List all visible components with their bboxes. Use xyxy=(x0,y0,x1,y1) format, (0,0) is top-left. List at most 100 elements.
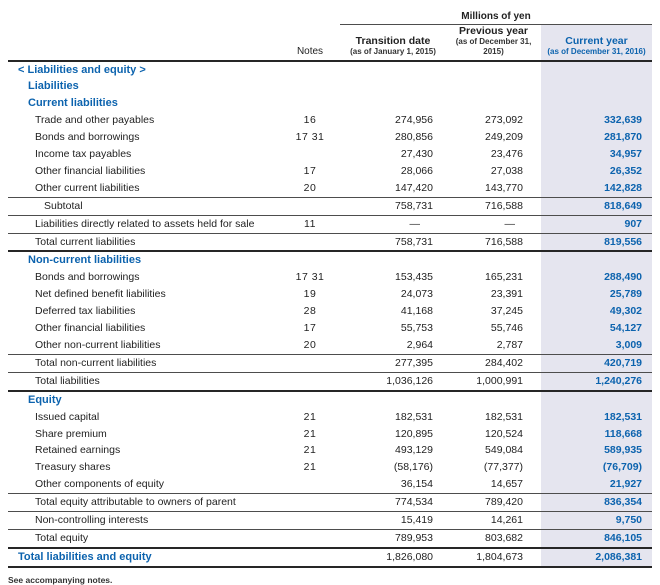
row-previous-value: 1,000,991 xyxy=(446,371,541,391)
row-current-value: 281,870 xyxy=(541,129,653,147)
row-previous-value: (77,377) xyxy=(483,461,523,474)
row-current-value: 1,240,276 xyxy=(541,371,653,391)
row-previous-value xyxy=(446,95,541,112)
row-label: Treasury shares xyxy=(35,461,111,474)
row-notes xyxy=(280,353,340,373)
row-current-value xyxy=(541,95,653,113)
footnote: See accompanying notes. xyxy=(8,574,113,585)
row-previous-value: 165,231 xyxy=(485,271,523,284)
row-transition-value xyxy=(340,78,446,95)
row-notes xyxy=(280,511,340,530)
row-previous-value: 23,391 xyxy=(490,288,523,301)
units-row: Millions of yen xyxy=(8,6,653,25)
row-notes xyxy=(280,389,340,409)
row-label: Non-current liabilities xyxy=(8,250,280,270)
table-row: Deferred tax liabilities 28 41,168 37,24… xyxy=(8,303,653,321)
row-previous-value xyxy=(446,389,541,409)
row-transition-value: 789,953 xyxy=(340,528,446,548)
row-notes xyxy=(280,250,340,270)
row-current-value: 907 xyxy=(541,214,653,234)
row-transition-value xyxy=(340,95,446,112)
row-notes: 20 xyxy=(303,181,317,194)
table-row: Share premium 21 120,895 120,524 118,668 xyxy=(8,425,653,443)
row-label: Retained earnings xyxy=(35,444,121,457)
row-transition-value xyxy=(340,61,446,79)
table-row: Total equity attributable to owners of p… xyxy=(8,493,653,512)
row-current-value xyxy=(541,60,653,79)
row-label: Income tax payables xyxy=(35,148,132,161)
table-row: Subtotal 758,731 716,588 818,649 xyxy=(8,196,653,216)
row-notes xyxy=(280,528,340,548)
table-row: Other financial liabilities 17 55,753 55… xyxy=(8,320,653,337)
row-label: Equity xyxy=(8,389,280,409)
row-notes: 19 xyxy=(303,288,317,301)
header-spacer xyxy=(8,6,340,24)
table-row: Current liabilities xyxy=(8,95,653,113)
table-row: Total equity 789,953 803,682 846,105 xyxy=(8,528,653,548)
row-notes: 21 xyxy=(303,427,317,440)
row-label: < Liabilities and equity > xyxy=(18,63,146,76)
row-previous-value: 549,084 xyxy=(485,444,523,457)
row-label: Total equity xyxy=(8,528,280,548)
row-label: Other non-current liabilities xyxy=(35,339,161,351)
row-notes: 17 xyxy=(303,322,317,335)
table-row: Total liabilities 1,036,126 1,000,991 1,… xyxy=(8,371,653,391)
row-label: Total liabilities and equity xyxy=(8,546,280,568)
column-title: Previous year xyxy=(459,24,528,37)
column-header-current-year: Current year (as of December 31, 2016) xyxy=(541,24,653,62)
row-transition-value: 147,420 xyxy=(395,181,433,194)
row-current-value: 589,935 xyxy=(541,442,653,460)
row-current-value: 846,105 xyxy=(541,528,653,548)
table-body: < Liabilities and equity > Liabilities C… xyxy=(8,60,653,568)
table-row: Liabilities xyxy=(8,78,653,96)
table-header: Millions of yen Notes Transition date (a… xyxy=(8,6,653,62)
row-previous-value: 1,804,673 xyxy=(446,546,541,568)
table-row: Net defined benefit liabilities 19 24,07… xyxy=(8,286,653,304)
row-notes: 16 xyxy=(303,114,317,127)
table-row: < Liabilities and equity > xyxy=(8,60,653,79)
row-notes: 21 xyxy=(303,461,317,474)
row-current-value: 25,789 xyxy=(541,286,653,304)
row-notes xyxy=(280,546,340,568)
row-current-value: 118,668 xyxy=(541,425,653,443)
row-previous-value: 249,209 xyxy=(485,131,523,144)
row-label: Other financial liabilities xyxy=(35,322,146,335)
row-transition-value: 24,073 xyxy=(400,288,433,301)
row-transition-value xyxy=(340,389,446,409)
table-row: Treasury shares 21 (58,176) (77,377) (76… xyxy=(8,459,653,477)
row-label: Net defined benefit liabilities xyxy=(35,288,166,301)
table-row: Liabilities directly related to assets h… xyxy=(8,214,653,234)
row-label: Total current liabilities xyxy=(8,232,280,252)
column-header-notes: Notes xyxy=(280,24,340,62)
row-current-value: 2,086,381 xyxy=(541,546,653,568)
row-transition-value: 493,129 xyxy=(395,444,433,457)
row-notes: 28 xyxy=(303,305,317,318)
row-notes: 17 31 xyxy=(295,131,325,144)
row-label: Subtotal xyxy=(8,196,280,216)
row-current-value: 26,352 xyxy=(541,162,653,180)
row-current-value: 54,127 xyxy=(541,320,653,337)
row-notes xyxy=(280,232,340,252)
table-row: Income tax payables 27,430 23,476 34,957 xyxy=(8,146,653,163)
row-label: Trade and other payables xyxy=(35,114,155,127)
row-transition-value: 274,956 xyxy=(395,114,433,127)
row-label: Bonds and borrowings xyxy=(35,271,140,284)
row-notes: 17 31 xyxy=(295,271,325,284)
table-row: Issued capital 21 182,531 182,531 182,53… xyxy=(8,408,653,426)
row-notes xyxy=(280,493,340,512)
row-label: Issued capital xyxy=(35,410,100,423)
row-current-value: 288,490 xyxy=(541,269,653,287)
row-label: Current liabilities xyxy=(28,97,118,110)
row-previous-value: 789,420 xyxy=(446,493,541,512)
row-notes: 17 xyxy=(303,164,317,177)
column-header-transition-date: Transition date (as of January 1, 2015) xyxy=(340,24,446,62)
row-current-value: 332,639 xyxy=(541,112,653,130)
row-current-value: 34,957 xyxy=(541,146,653,163)
row-transition-value: 774,534 xyxy=(340,493,446,512)
column-subtitle: (as of December 31, 2016) xyxy=(547,46,646,56)
row-previous-value: 273,092 xyxy=(485,114,523,127)
row-label: Liabilities directly related to assets h… xyxy=(8,214,280,234)
row-transition-value: 1,036,126 xyxy=(340,371,446,391)
row-transition-value: 27,430 xyxy=(400,148,433,161)
row-current-value: 818,649 xyxy=(541,196,653,216)
